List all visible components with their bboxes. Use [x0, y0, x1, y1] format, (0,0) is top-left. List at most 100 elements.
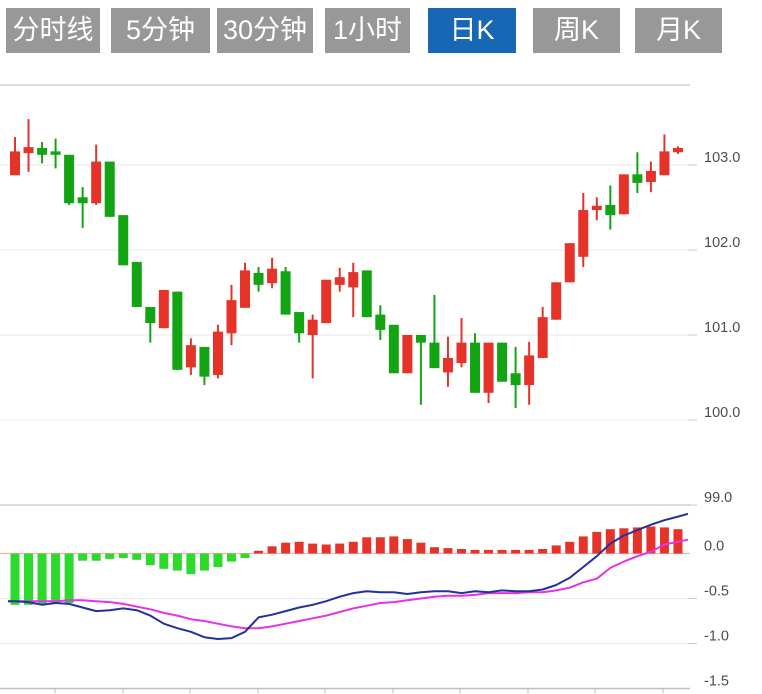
grid-layer: 103.0 102.0 101.0 100.0 99.0 0.0 -0.5 -1.0 -1.5 [0, 84, 740, 694]
candle-down [172, 291, 183, 370]
macd-bar [159, 553, 169, 569]
candle-up [618, 174, 629, 215]
candle-down [145, 306, 156, 324]
candle-down [131, 261, 142, 307]
macd-bar [91, 553, 101, 561]
tab-interval-1[interactable]: 分时线 [6, 8, 100, 53]
macd-bar [659, 527, 669, 554]
tab-interval-6[interactable]: 周K [533, 8, 620, 53]
macd-bar [78, 553, 88, 561]
svg-text:-1.0: -1.0 [704, 629, 729, 645]
candle-up [226, 300, 237, 334]
candle-up [334, 277, 345, 285]
candle-up [537, 317, 548, 358]
macd-bar [10, 553, 20, 605]
macd-histogram-layer [10, 526, 683, 605]
macd-bar [132, 553, 142, 560]
macd-bar [226, 553, 236, 562]
candle-up [483, 342, 494, 393]
candle-down [199, 346, 210, 377]
macd-bar [362, 537, 372, 554]
candle-up [564, 243, 575, 283]
macd-bar [456, 549, 466, 554]
candle-down [37, 148, 48, 155]
candles-layer [10, 119, 683, 409]
macd-bar [240, 553, 250, 558]
macd-bar [145, 553, 155, 566]
macd-bar [105, 553, 115, 559]
tab-interval-4[interactable]: 1小时 [325, 8, 410, 53]
macd-bar [578, 536, 588, 554]
macd-bar [321, 544, 331, 554]
candle-down [253, 272, 264, 285]
macd-bar [538, 549, 548, 554]
macd-bar [592, 531, 602, 554]
tab-interval-7[interactable]: 月K [635, 8, 722, 53]
candle-down [280, 271, 291, 315]
candle-down [77, 197, 88, 204]
candle-down [375, 314, 386, 330]
macd-bar [524, 549, 534, 554]
macd-bar [37, 553, 47, 604]
macd-bar [619, 528, 629, 554]
svg-text:101.0: 101.0 [704, 320, 740, 336]
macd-bar [308, 543, 318, 554]
macd-bar [375, 537, 385, 554]
candle-up [645, 170, 656, 182]
macd-bar [172, 553, 182, 571]
macd-bar [646, 526, 656, 554]
candle-down [361, 270, 372, 318]
candle-down [470, 342, 481, 393]
macd-bar [565, 541, 575, 554]
macd-bar [267, 546, 277, 554]
svg-text:0.0: 0.0 [704, 539, 724, 555]
macd-bar [64, 553, 74, 603]
candle-down [104, 161, 115, 217]
macd-bar [402, 539, 412, 554]
diff-line [8, 512, 689, 640]
candle-down [64, 154, 75, 204]
candle-up [212, 331, 223, 375]
candle-up [23, 147, 34, 154]
svg-text:-0.5: -0.5 [704, 584, 729, 600]
candle-up [524, 355, 535, 386]
macd-bar [186, 553, 196, 575]
macd-bar [429, 547, 439, 554]
candle-down [632, 174, 643, 183]
macd-bar [443, 548, 453, 554]
macd-bar [497, 549, 507, 554]
macd-bar [118, 553, 128, 558]
macd-bar [199, 553, 209, 571]
candle-up [185, 345, 196, 368]
macd-bar [416, 542, 426, 554]
candle-up [551, 282, 562, 320]
macd-bar [389, 536, 399, 554]
tab-interval-2[interactable]: 5分钟 [111, 8, 210, 53]
candle-down [497, 342, 508, 382]
candle-up [267, 268, 278, 284]
candle-up [240, 270, 251, 308]
candle-up [348, 272, 359, 288]
macd-bar [484, 549, 494, 554]
svg-text:102.0: 102.0 [704, 235, 740, 251]
svg-text:-1.5: -1.5 [704, 674, 729, 690]
candle-up [158, 289, 169, 329]
candle-up [10, 151, 20, 176]
macd-bar [335, 543, 345, 554]
candle-down [294, 312, 305, 334]
interval-tabbar: 分时线 5分钟 30分钟 1小时 日K 周K 月K [0, 0, 762, 62]
candle-up [321, 279, 332, 324]
macd-bar [511, 549, 521, 554]
macd-bar [294, 541, 304, 554]
candle-up [591, 205, 602, 211]
macd-bar [254, 550, 264, 554]
tab-interval-5-active[interactable]: 日K [428, 8, 516, 53]
macd-bar [51, 553, 61, 604]
svg-text:103.0: 103.0 [704, 150, 740, 166]
tab-interval-3[interactable]: 30分钟 [217, 8, 313, 53]
candle-down [118, 215, 129, 266]
candle-down [429, 342, 440, 369]
macd-bar [551, 545, 561, 554]
candle-down [50, 151, 61, 155]
